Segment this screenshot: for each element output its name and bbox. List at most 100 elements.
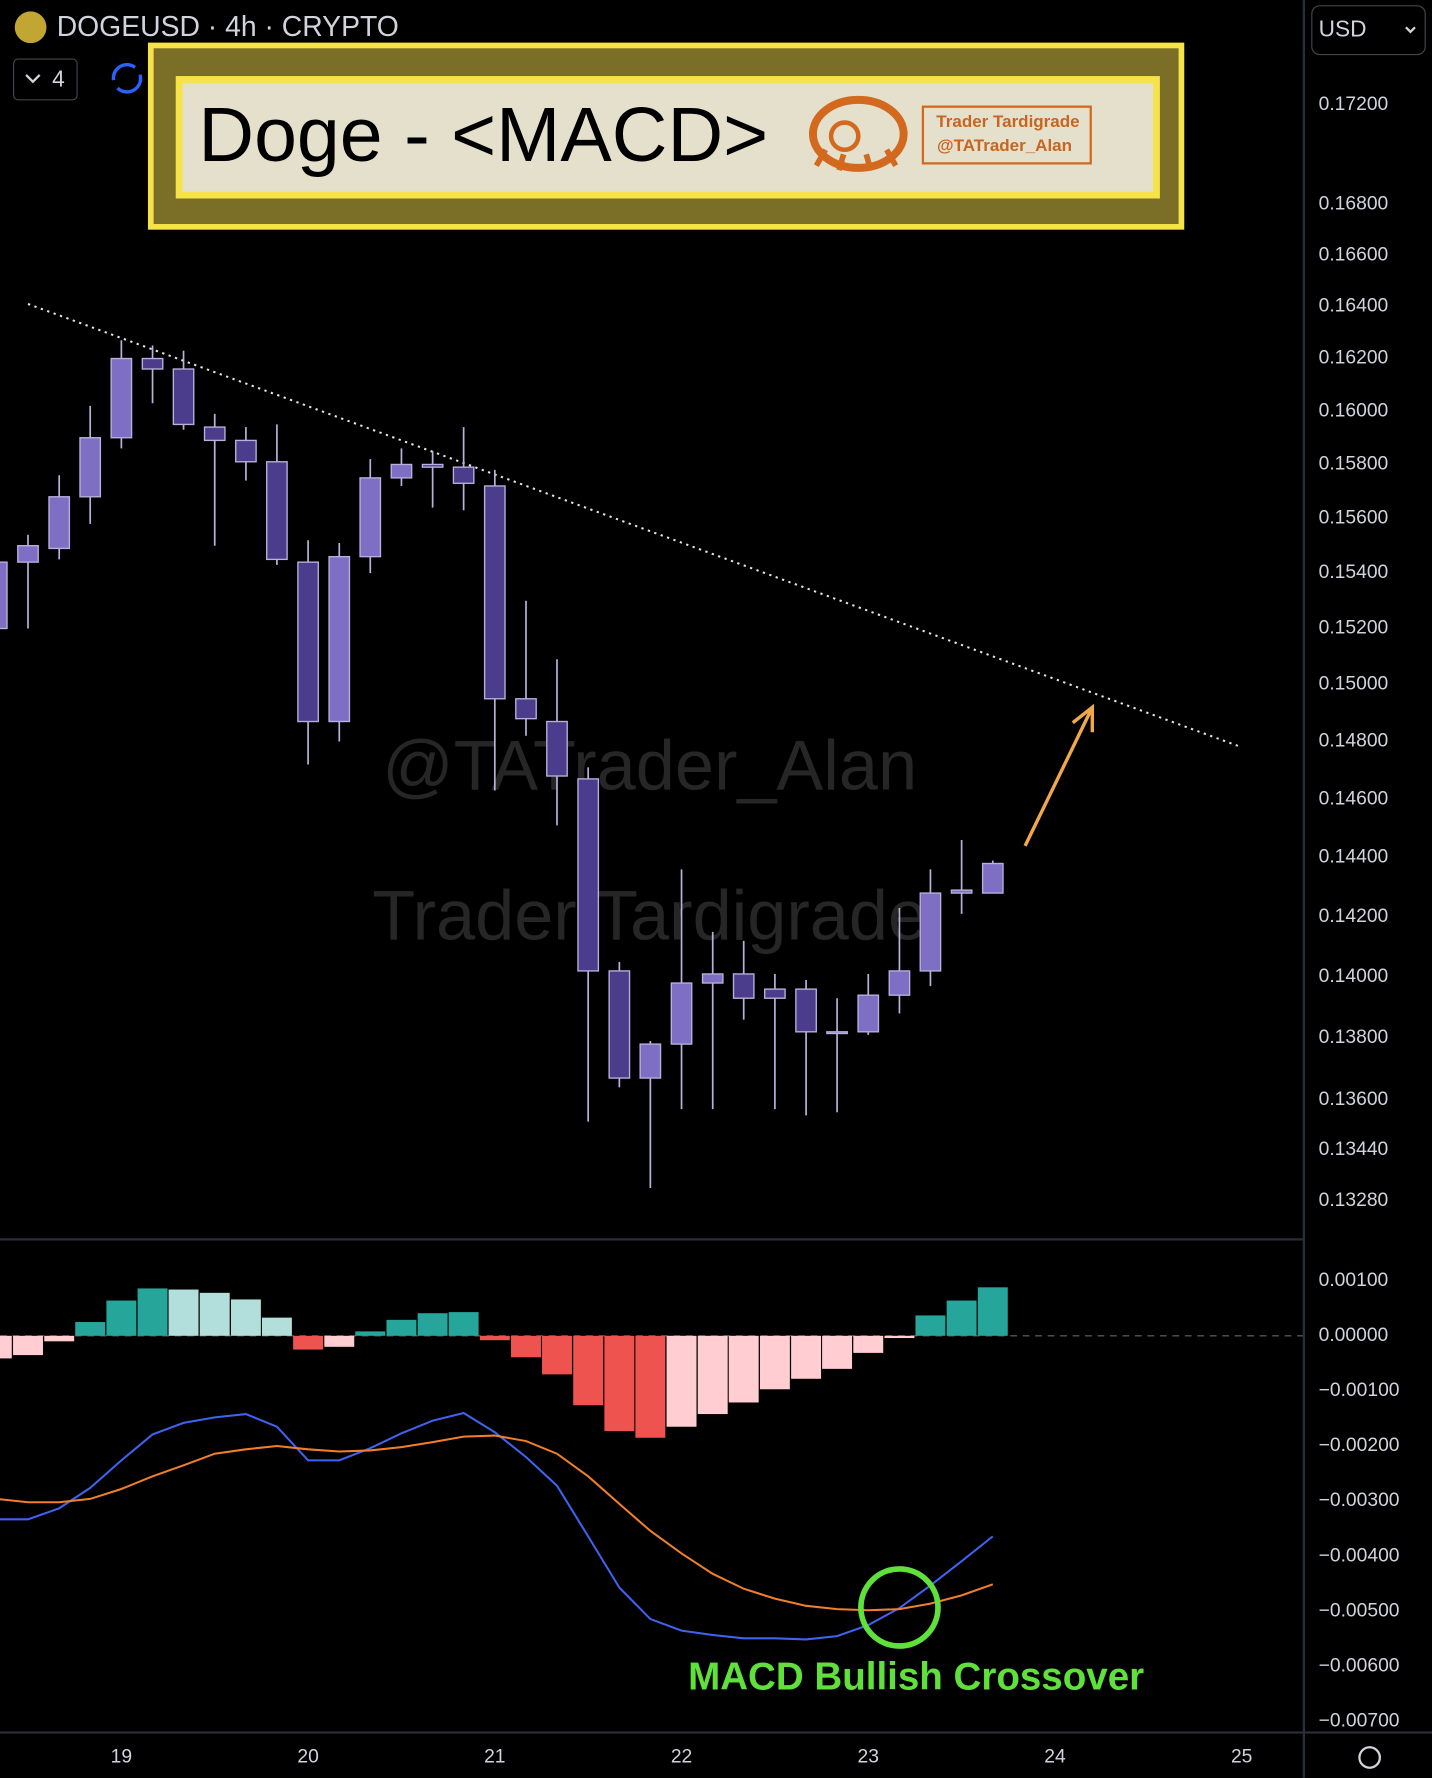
- y-tick-label: 0.14600: [1319, 788, 1389, 809]
- histogram-bar: [44, 1335, 75, 1342]
- y-tick-label: 0.16600: [1319, 244, 1389, 265]
- candle-body: [608, 970, 631, 1079]
- candle-body: [826, 1031, 848, 1035]
- candle-body: [670, 982, 693, 1045]
- histogram-bar: [293, 1335, 324, 1350]
- candle-body: [577, 778, 600, 972]
- histogram-bar: [324, 1335, 355, 1347]
- banner-title: Doge - <MACD>: [198, 92, 768, 178]
- candle-body: [888, 970, 911, 996]
- histogram-bar: [355, 1331, 386, 1336]
- histogram-bar: [884, 1335, 915, 1339]
- histogram-bar: [853, 1335, 884, 1353]
- brand-box: [921, 105, 1092, 165]
- histogram-bar: [199, 1292, 230, 1336]
- settings-icon[interactable]: [1358, 1746, 1381, 1769]
- candle-body: [701, 973, 724, 984]
- arrow-head: [1071, 703, 1095, 733]
- histogram-bar: [261, 1317, 292, 1336]
- y-tick-label: 0.16400: [1319, 296, 1389, 317]
- y-tick-label: 0.00100: [1319, 1270, 1389, 1291]
- brand-logo: [808, 95, 908, 172]
- y-tick-label: −0.00100: [1319, 1380, 1400, 1401]
- histogram-bar: [542, 1335, 572, 1375]
- trendline: [27, 302, 1243, 749]
- candle-body: [452, 466, 475, 484]
- histogram-bar: [791, 1335, 822, 1379]
- histogram-bar: [168, 1289, 199, 1336]
- x-tick-label: 21: [484, 1747, 505, 1768]
- y-tick-label: 0.16000: [1319, 400, 1389, 421]
- candle-body: [266, 461, 288, 561]
- candle-body: [639, 1043, 662, 1079]
- histogram-bar: [666, 1335, 697, 1427]
- y-tick-label: 0.13600: [1319, 1089, 1389, 1110]
- y-tick-label: 0.15800: [1319, 454, 1389, 475]
- histogram-bar: [915, 1315, 946, 1336]
- histogram-bar: [573, 1335, 604, 1406]
- histogram-bar: [75, 1322, 106, 1336]
- histogram-bar: [635, 1335, 666, 1438]
- histogram-bar: [604, 1335, 635, 1432]
- histogram-bar: [13, 1335, 43, 1356]
- histogram-bar: [417, 1313, 448, 1336]
- sync-icon[interactable]: [111, 63, 143, 94]
- plot-layer: 0.17200 0.16800 0.16600 0.16400 0.16200 0.160…: [0, 94, 1400, 1768]
- histogram-bar: [137, 1288, 168, 1336]
- candle-body: [79, 437, 102, 498]
- candle-body: [795, 988, 817, 1033]
- candle-body: [328, 555, 351, 723]
- y-tick-label: 0.15400: [1319, 562, 1389, 583]
- candle-body: [950, 889, 973, 894]
- y-tick-label: −0.00200: [1319, 1435, 1400, 1456]
- symbol-title: DOGEUSD · 4h · CRYPTO: [57, 11, 399, 43]
- watermark: Trader Tardigrade: [372, 875, 927, 954]
- histogram-bar: [511, 1335, 541, 1358]
- candle-body: [390, 463, 413, 479]
- crossover-highlight: [858, 1566, 941, 1649]
- watermark: @TATrader_Alan: [382, 726, 917, 805]
- histogram-bar: [822, 1335, 853, 1369]
- y-tick-label: 0.17200: [1319, 94, 1389, 115]
- candle-body: [235, 439, 257, 463]
- x-tick-label: 25: [1231, 1747, 1252, 1768]
- y-tick-label: −0.00300: [1319, 1490, 1400, 1511]
- candle-body: [110, 357, 133, 439]
- y-tick-label: −0.00700: [1319, 1711, 1400, 1732]
- y-tick-label: 0.14200: [1319, 906, 1389, 927]
- macd-line: [0, 1434, 994, 1612]
- brand-name: Trader Tardigrade: [936, 112, 1079, 131]
- candle-body: [0, 561, 8, 630]
- y-tick-label: −0.00600: [1319, 1656, 1400, 1677]
- y-tick-label: 0.14400: [1319, 847, 1389, 868]
- currency-select[interactable]: [1311, 5, 1426, 56]
- histogram-bar: [106, 1300, 137, 1336]
- candle-body: [421, 463, 444, 468]
- chevron-icon: [25, 74, 41, 84]
- histogram-bar: [479, 1335, 510, 1341]
- y-tick-label: 0.13800: [1319, 1027, 1389, 1048]
- histogram-bar: [448, 1312, 479, 1336]
- candle-body: [546, 720, 568, 777]
- histogram-bar: [728, 1335, 759, 1403]
- x-tick-label: 19: [111, 1747, 132, 1768]
- x-tick-label: 23: [858, 1747, 879, 1768]
- symbol-icon: [14, 11, 47, 44]
- candle-body: [172, 368, 195, 426]
- histogram-bar: [0, 1335, 12, 1359]
- banner-panel: [175, 76, 1160, 199]
- candle-body: [17, 545, 39, 563]
- candle-body: [48, 496, 71, 550]
- y-tick-label: 0.16800: [1319, 194, 1389, 215]
- y-tick-label: 0.15200: [1319, 618, 1389, 639]
- candle-body: [483, 485, 506, 700]
- histogram-bar: [946, 1300, 977, 1336]
- y-tick-label: 0.13440: [1319, 1139, 1389, 1160]
- indicator-toggle[interactable]: [13, 58, 78, 101]
- candle-body: [515, 698, 537, 720]
- y-tick-label: −0.00400: [1319, 1545, 1400, 1566]
- brand-handle: @TATrader_Alan: [937, 136, 1072, 155]
- histogram-bar: [230, 1299, 261, 1336]
